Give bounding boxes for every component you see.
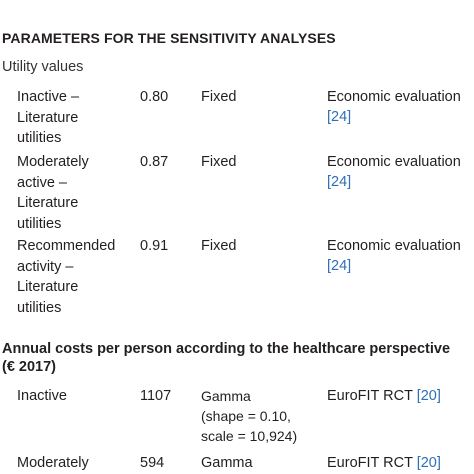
cost-row-value-moderately: 594	[140, 455, 165, 471]
row-label-moderately-active: Moderately active – Literature utilities	[17, 154, 89, 232]
row-distribution-moderately-active: Fixed	[201, 154, 237, 170]
cost-row-ref-link-moderately[interactable]: [20]	[416, 455, 441, 471]
cost-row-source-text-moderately: EuroFIT RCT	[327, 455, 413, 471]
row-ref-link-inactive[interactable]: [24]	[327, 109, 352, 125]
row-ref-link-moderately-active[interactable]: [24]	[327, 174, 352, 190]
cost-row-distribution-inactive: Gamma (shape = 0.10, scale = 10,924)	[201, 388, 298, 444]
row-value-moderately-active: 0.87	[140, 154, 169, 170]
cost-row-ref-link-inactive[interactable]: [20]	[416, 388, 441, 404]
row-label-recommended-activity: Recommended activity – Literature utilit…	[17, 238, 116, 316]
row-distribution-inactive: Fixed	[201, 89, 237, 105]
cost-row-source-moderately: EuroFIT RCT [20]	[327, 453, 441, 474]
subheading-utility-values: Utility values	[2, 59, 84, 75]
row-value-inactive: 0.80	[140, 89, 169, 105]
cost-row-distribution-moderately: Gamma	[201, 455, 253, 471]
cost-row-value-inactive: 1107	[140, 388, 172, 404]
cost-row-source-text-inactive: EuroFIT RCT	[327, 388, 413, 404]
cost-row-label-moderately: Moderately	[17, 455, 89, 471]
row-distribution-recommended-activity: Fixed	[201, 238, 237, 254]
row-source-inactive: Economic evaluation	[327, 89, 461, 105]
row-ref-link-recommended-activity[interactable]: [24]	[327, 258, 352, 274]
row-source-moderately-active: Economic evaluation	[327, 154, 461, 170]
row-label-inactive: Inactive – Literature utilities	[17, 89, 80, 146]
row-source-recommended-activity: Economic evaluation	[327, 238, 461, 254]
row-value-recommended-activity: 0.91	[140, 238, 169, 254]
section-title-annual-costs-year: (€ 2017)	[2, 359, 57, 375]
cost-row-label-inactive: Inactive	[17, 388, 67, 404]
section-title-annual-costs: Annual costs per person according to the…	[2, 341, 451, 357]
cost-row-source-inactive: EuroFIT RCT [20]	[327, 386, 441, 407]
section-title-sensitivity: PARAMETERS FOR THE SENSITIVITY ANALYSES	[2, 30, 336, 46]
